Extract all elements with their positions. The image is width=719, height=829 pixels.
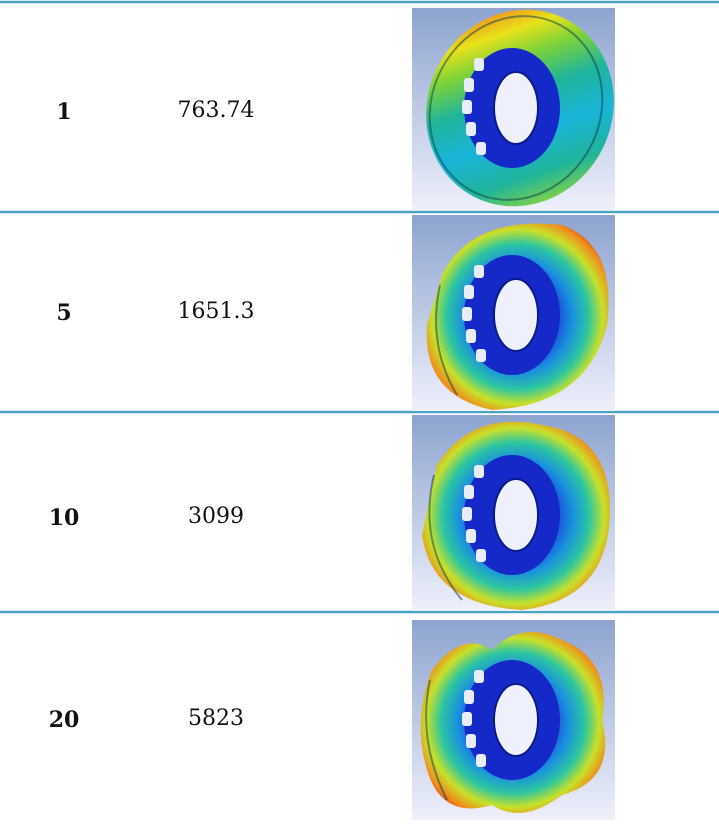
mode-number: 10 xyxy=(49,505,80,531)
mode-number: 1 xyxy=(56,99,71,125)
frequency: 3099 xyxy=(188,504,244,529)
frequency: 1651.3 xyxy=(178,299,255,324)
grid-lines xyxy=(0,0,719,614)
mode-number: 5 xyxy=(56,300,71,326)
mode-shape-image xyxy=(412,415,615,611)
frequency: 5823 xyxy=(188,706,244,731)
mode-shape-image xyxy=(412,8,615,210)
mode-shape-image xyxy=(412,215,615,411)
frequency: 763.74 xyxy=(178,98,255,123)
mode-number: 20 xyxy=(49,707,80,733)
mode-shape-image xyxy=(412,620,615,820)
